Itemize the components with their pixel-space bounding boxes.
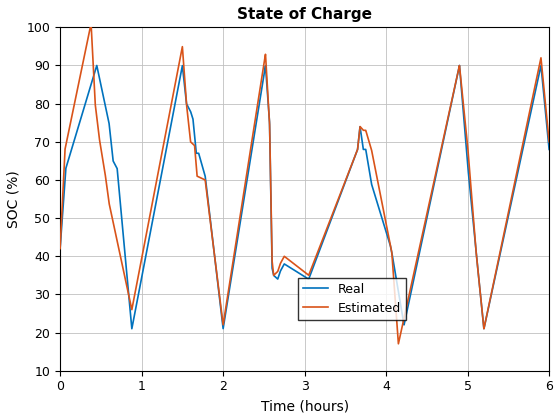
Estimated [542, 101, 549, 106]
X-axis label: Time (hours): Time (hours) [260, 399, 349, 413]
Real [173, 94, 180, 99]
Line: Estimated: Estimated [60, 24, 549, 344]
Real [128, 326, 135, 331]
Title: State of Charge: State of Charge [237, 7, 372, 22]
Estimated [57, 246, 63, 251]
Estimated [88, 21, 95, 26]
Estimated [395, 341, 402, 346]
Real [538, 63, 544, 68]
Real [170, 108, 177, 113]
Estimated [241, 186, 248, 191]
Line: Real: Real [60, 66, 549, 329]
Real [175, 81, 182, 86]
Legend: Real, Estimated: Real, Estimated [298, 278, 406, 320]
Real [57, 246, 63, 251]
Estimated [276, 264, 283, 269]
Real [241, 193, 248, 198]
Estimated [170, 89, 177, 94]
Estimated [173, 75, 180, 80]
Estimated [546, 139, 553, 144]
Y-axis label: SOC (%): SOC (%) [7, 170, 21, 228]
Estimated [175, 62, 182, 67]
Real [546, 147, 553, 152]
Real [276, 272, 283, 277]
Real [542, 108, 549, 113]
